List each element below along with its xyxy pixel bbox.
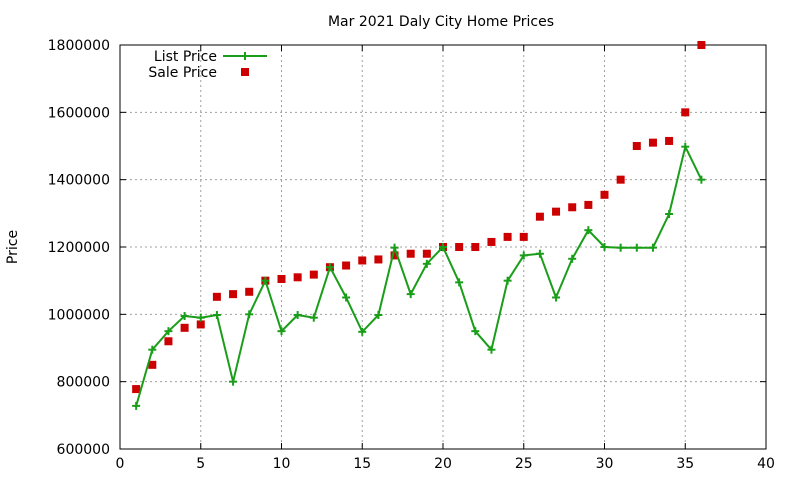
sale-price-point xyxy=(681,108,690,117)
list-price-point xyxy=(519,251,528,260)
list-price-point xyxy=(406,290,415,299)
list-price-point xyxy=(132,401,141,410)
sale-price-point xyxy=(277,274,286,283)
sale-price-point xyxy=(503,232,512,241)
x-tick-label: 35 xyxy=(676,456,694,472)
list-price-point xyxy=(697,175,706,184)
list-price-point xyxy=(616,243,625,252)
sale-price-point xyxy=(422,249,431,258)
y-axis-label: Price xyxy=(5,230,21,264)
list-price-point xyxy=(342,293,351,302)
sale-price-point xyxy=(600,190,609,199)
x-tick-label: 25 xyxy=(515,456,533,472)
legend-marker-list-price xyxy=(241,52,249,60)
legend-label-list-price: List Price xyxy=(154,49,217,65)
list-price-line xyxy=(135,143,703,407)
sale-price-point xyxy=(471,243,480,251)
list-price-point xyxy=(212,311,221,320)
sale-price-point xyxy=(632,142,641,150)
sale-price-point xyxy=(455,243,464,251)
x-tick-label: 20 xyxy=(434,456,452,472)
sale-price-point xyxy=(584,200,593,209)
list-price-point xyxy=(245,310,254,319)
list-price-point xyxy=(665,210,674,219)
sale-price-point xyxy=(519,232,528,241)
sale-price-point xyxy=(487,237,496,246)
sale-price-point xyxy=(148,360,157,369)
y-tick-label: 1800000 xyxy=(48,38,110,54)
sale-price-point xyxy=(665,136,674,145)
x-tick-label: 15 xyxy=(353,456,371,472)
list-price-point xyxy=(148,345,157,354)
list-price-point xyxy=(568,254,577,263)
list-price-point xyxy=(584,226,593,235)
list-price-point xyxy=(293,311,302,320)
sale-price-point xyxy=(196,320,205,329)
sale-price-point xyxy=(648,138,657,147)
y-tick-label: 1600000 xyxy=(48,105,110,121)
sale-price-point xyxy=(697,41,706,49)
list-price-point xyxy=(180,312,189,321)
y-tick-label: 600000 xyxy=(57,442,110,458)
legend-label-sale-price: Sale Price xyxy=(148,65,217,81)
sale-price-point xyxy=(374,255,383,264)
list-price-point xyxy=(600,243,609,251)
list-price-point xyxy=(422,259,431,268)
x-tick-label: 5 xyxy=(196,456,205,472)
x-tick-label: 10 xyxy=(273,456,291,472)
sale-price-point xyxy=(309,270,318,279)
sale-price-point xyxy=(406,249,415,258)
sale-price-point xyxy=(535,212,544,221)
list-price-point xyxy=(325,263,334,272)
sale-price-point xyxy=(212,292,221,301)
list-price-point xyxy=(390,243,399,252)
sale-price-point xyxy=(390,251,399,260)
sale-price-point xyxy=(245,287,254,296)
sale-price-point xyxy=(164,337,173,346)
list-price-point xyxy=(552,293,561,302)
list-price-point xyxy=(632,243,641,252)
legend: List Price Sale Price xyxy=(148,49,267,81)
y-tick-label: 1400000 xyxy=(48,173,110,189)
list-price-point xyxy=(374,311,383,320)
list-price-point xyxy=(261,276,270,285)
axis-ticks: 0 5 10 15 20 25 30 35 40 600000 800000 1000000 12000… xyxy=(48,38,775,472)
y-tick-label: 800000 xyxy=(57,375,110,391)
legend-swatch-sale-price xyxy=(241,68,249,76)
list-price-point xyxy=(503,276,512,285)
list-price-point xyxy=(229,377,238,386)
list-price-point xyxy=(681,142,690,151)
list-price-point xyxy=(648,243,657,252)
y-tick-label: 1000000 xyxy=(48,307,110,323)
x-tick-label: 0 xyxy=(116,456,125,472)
sale-price-point xyxy=(552,207,561,216)
chart-title: Mar 2021 Daly City Home Prices xyxy=(328,14,554,30)
sale-price-point xyxy=(229,290,238,299)
list-price-point xyxy=(358,327,367,336)
list-price-point xyxy=(164,327,173,336)
sale-price-point xyxy=(616,175,625,184)
sale-price-point xyxy=(358,256,367,265)
list-price-point xyxy=(487,345,496,354)
list-price-point xyxy=(277,327,286,336)
sale-price-point xyxy=(293,273,302,282)
x-tick-label: 30 xyxy=(596,456,614,472)
list-price-point xyxy=(455,278,464,287)
x-tick-label: 40 xyxy=(757,456,775,472)
y-tick-label: 1200000 xyxy=(48,240,110,256)
list-price-point xyxy=(535,249,544,258)
list-price-point xyxy=(309,313,318,322)
sale-price-point xyxy=(180,323,189,332)
series-layer xyxy=(132,41,706,410)
sale-price-point xyxy=(342,261,351,270)
sale-price-point xyxy=(132,385,141,394)
list-price-point xyxy=(196,313,205,322)
list-price-point xyxy=(439,243,447,251)
sale-price-point xyxy=(568,203,577,212)
list-price-point xyxy=(471,327,480,336)
